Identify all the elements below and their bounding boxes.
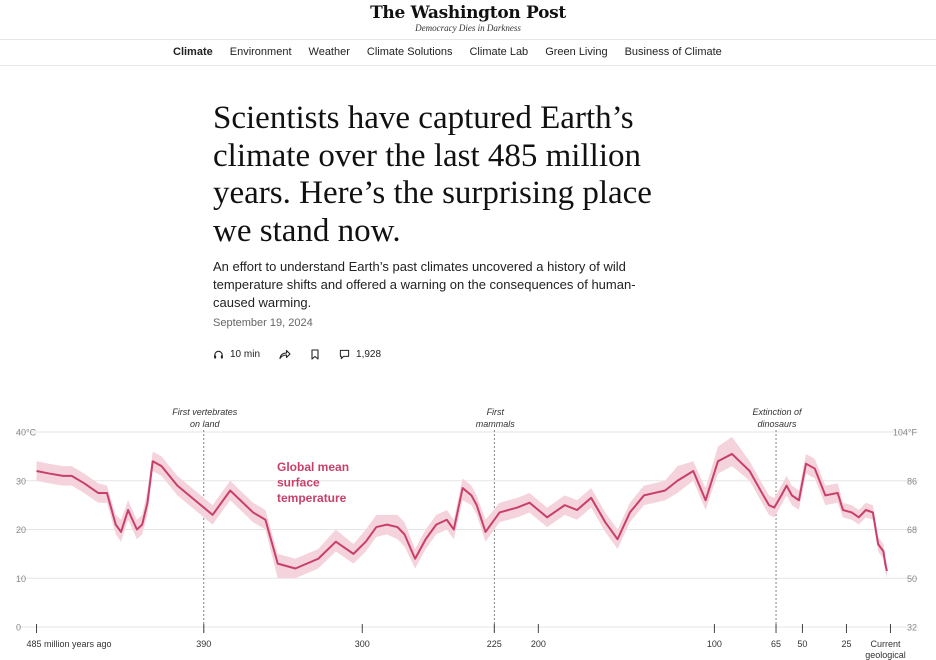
nav-item-climate[interactable]: Climate xyxy=(173,46,213,58)
site-logo[interactable]: The Washington Post xyxy=(370,3,566,23)
article-actions: 10 min 1,928 xyxy=(213,346,381,362)
y-tick-label-right: 86 xyxy=(907,476,917,486)
y-tick-label-right: 32 xyxy=(907,623,917,633)
y-tick-label-left: 20 xyxy=(16,525,26,535)
temperature-chart: 40°C 104°F 30 86 20 68 10 50 0 32 First vertebrate… xyxy=(0,400,936,660)
headphones-icon xyxy=(213,349,224,360)
nav-item-climate-solutions[interactable]: Climate Solutions xyxy=(366,46,453,58)
annotation-label: on land xyxy=(190,419,221,429)
x-tick-label: 300 xyxy=(355,639,370,649)
comment-icon xyxy=(339,349,350,360)
temperature-line xyxy=(36,452,888,572)
masthead: The Washington Post Democracy Dies in Da… xyxy=(0,0,936,39)
temperature-chart-svg: 40°C 104°F 30 86 20 68 10 50 0 32 First vertebrate… xyxy=(16,407,918,660)
save-button[interactable] xyxy=(310,348,320,360)
annotation-label: mammals xyxy=(476,419,516,429)
publish-date: September 19, 2024 xyxy=(213,317,313,329)
x-tick-label: 200 xyxy=(531,639,546,649)
annotation-label: First vertebrates xyxy=(172,407,238,417)
share-icon xyxy=(279,349,291,360)
y-tick-label-left: 40°C xyxy=(16,428,37,438)
comments-button[interactable]: 1,928 xyxy=(339,349,381,360)
x-tick-label: 225 xyxy=(487,639,502,649)
listen-time: 10 min xyxy=(230,348,261,360)
x-tick-label: 50 xyxy=(797,639,807,649)
annotation-label: Extinction of xyxy=(753,407,804,417)
y-tick-label-left: 30 xyxy=(16,476,26,486)
nav-item-environment[interactable]: Environment xyxy=(229,46,292,58)
uncertainty-band xyxy=(36,436,887,579)
y-tick-label-right: 50 xyxy=(907,574,917,584)
x-tick-label: Current xyxy=(870,639,901,649)
section-nav: Climate Environment Weather Climate Solu… xyxy=(0,39,936,66)
x-tick-label: 485 million years ago xyxy=(27,639,112,649)
comment-count: 1,928 xyxy=(356,348,382,360)
annotation-label: First xyxy=(487,407,505,417)
bookmark-icon xyxy=(310,348,320,360)
series-label: Global mean xyxy=(277,460,349,474)
y-tick-label-left: 0 xyxy=(16,623,21,633)
site-tagline: Democracy Dies in Darkness xyxy=(415,23,521,33)
nav-item-green-living[interactable]: Green Living xyxy=(545,46,608,58)
y-tick-label-right: 104°F xyxy=(893,428,918,438)
y-tick-label-right: 68 xyxy=(907,525,917,535)
section-nav-list: Climate Environment Weather Climate Solu… xyxy=(173,46,739,58)
annotation-label: dinosaurs xyxy=(758,419,798,429)
nav-item-climate-lab[interactable]: Climate Lab xyxy=(469,46,529,58)
x-tick-label: 100 xyxy=(707,639,722,649)
x-tick-label: 65 xyxy=(771,639,781,649)
article-headline: Scientists have captured Earth’s climate… xyxy=(213,100,652,249)
listen-button[interactable]: 10 min xyxy=(213,349,260,360)
x-tick-label: 390 xyxy=(196,639,211,649)
series-label: temperature xyxy=(277,491,347,505)
nav-item-business-of-climate[interactable]: Business of Climate xyxy=(624,46,722,58)
nav-item-weather[interactable]: Weather xyxy=(308,46,350,58)
x-tick-label: geological xyxy=(865,650,906,660)
share-button[interactable] xyxy=(279,349,291,360)
x-tick-label: 25 xyxy=(841,639,851,649)
article-dek: An effort to understand Earth’s past cli… xyxy=(213,259,636,310)
y-tick-label-left: 10 xyxy=(16,574,26,584)
series-label: surface xyxy=(277,476,320,490)
